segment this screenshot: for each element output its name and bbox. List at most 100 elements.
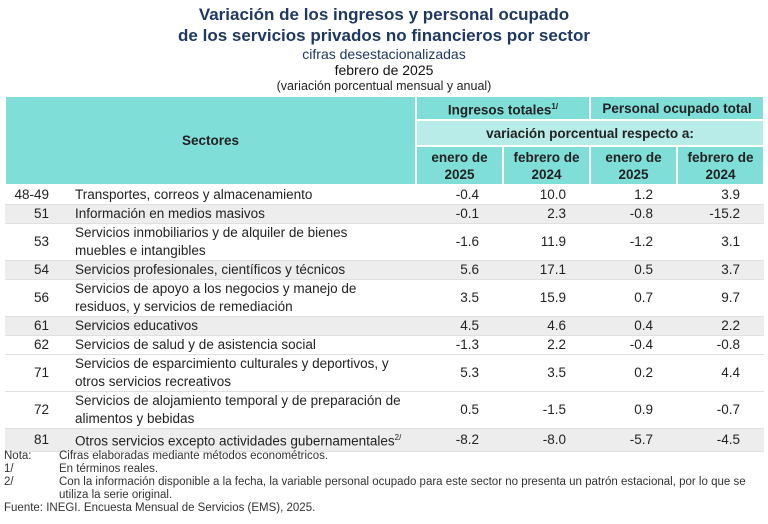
value-cell: 0.4 [590,316,677,336]
header-col: febrero de 2024 [502,145,591,186]
table-row: 54 Servicios profesionales, científicos y… [5,260,764,280]
sector-name-text: Servicios de apoyo a los negocios y mane… [75,281,357,314]
value-cell: -0.4 [416,185,503,205]
value-cell: -15.2 [677,204,764,224]
value-cell: -1.3 [416,335,503,355]
sector-name-text: Servicios profesionales, científicos y t… [75,262,346,277]
table-row: 61 Servicios educativos 4.5 4.6 0.4 2.2 [5,316,764,336]
value-cell: 3.1 [677,223,764,261]
subtitle: cifras desestacionalizadas [302,46,466,62]
header-personal: Personal ocupado total [589,95,765,121]
value-cell: 2.3 [503,204,590,224]
sector-name: Servicios profesionales, científicos y t… [71,260,416,280]
sector-code: 54 [5,260,71,280]
sector-name-text: Información en medios masivos [75,206,265,221]
value-cell: 4.6 [503,316,590,336]
note: 2/Con la información disponible a la fec… [4,476,768,502]
notes: Nota: Cifras elaboradas mediante métodos … [4,450,768,515]
footnote-ref: 2/ [394,433,402,442]
value-cell: -4.5 [677,428,764,452]
value-cell: 9.7 [677,279,764,317]
units: (variación porcentual mensual y anual) [276,79,492,93]
value-cell: 3.7 [677,260,764,280]
footnote-ref: 1/ [551,101,559,111]
sector-code: 51 [5,204,71,224]
table-row: 81 Otros servicios excepto actividades gu… [5,428,764,452]
value-cell: -8.0 [503,428,590,452]
sector-name-text: Servicios de alojamiento temporal y de p… [75,393,401,426]
header-variacion: variación porcentual respecto a: [415,119,765,147]
table-row: 48-49 Transportes, correos y almacenamien… [5,185,764,205]
sector-code: 62 [5,335,71,355]
sector-name-text: Servicios de salud y de asistencia socia… [75,337,316,352]
title-line1: Variación de los ingresos y personal ocu… [198,5,570,24]
sector-name-text: Transportes, correos y almacenamiento [75,187,313,202]
sector-name: Servicios de alojamiento temporal y de p… [71,391,416,429]
sector-code: 81 [5,428,71,452]
value-cell: 1.2 [590,185,677,205]
sector-name: Servicios de salud y de asistencia socia… [71,335,416,355]
sector-code: 53 [5,223,71,261]
value-cell: 2.2 [503,335,590,355]
value-cell: -8.2 [416,428,503,452]
data-table: Sectores Ingresos totales1/ Personal ocu… [4,95,765,452]
header-col: febrero de 2024 [676,145,765,186]
sector-name: Servicios de apoyo a los negocios y mane… [71,279,416,317]
value-cell: 5.3 [416,354,503,392]
table-row: 56 Servicios de apoyo a los negocios y ma… [5,279,764,317]
value-cell: 0.2 [590,354,677,392]
sector-code: 48-49 [5,185,71,205]
value-cell: 0.5 [416,391,503,429]
header-sectores: Sectores [4,95,417,186]
value-cell: -0.8 [590,204,677,224]
value-cell: 3.5 [416,279,503,317]
source: Fuente: INEGI. Encuesta Mensual de Servi… [4,502,316,514]
value-cell: 5.6 [416,260,503,280]
value-cell: 3.9 [677,185,764,205]
sector-name: Información en medios masivos [71,204,416,224]
note-key: 1/ [4,463,14,475]
value-cell: 10.0 [503,185,590,205]
value-cell: -0.7 [677,391,764,429]
value-cell: -0.1 [416,204,503,224]
note-key: 2/ [4,476,14,488]
note: Nota: Cifras elaboradas mediante métodos … [4,450,768,463]
value-cell: -1.2 [590,223,677,261]
sector-code: 61 [5,316,71,336]
sector-name: Transportes, correos y almacenamiento [71,185,416,205]
header-ingresos-label: Ingresos totales [447,102,552,118]
table-row: 72 Servicios de alojamiento temporal y de… [5,391,764,429]
sector-name-text: Servicios de esparcimiento culturales y … [75,356,389,389]
note-key: Nota: [4,450,32,462]
sector-name-text: Servicios inmobiliarios y de alquiler de… [75,225,348,258]
value-cell: -0.4 [590,335,677,355]
sector-code: 71 [5,354,71,392]
sector-name: Servicios de esparcimiento culturales y … [71,354,416,392]
value-cell: -5.7 [590,428,677,452]
sector-name-text: Servicios educativos [75,318,199,333]
note-text: Cifras elaboradas mediante métodos econo… [59,450,329,462]
sector-name: Servicios inmobiliarios y de alquiler de… [71,223,416,261]
value-cell: 0.9 [590,391,677,429]
period: febrero de 2025 [334,62,434,78]
value-cell: -1.6 [416,223,503,261]
value-cell: 4.4 [677,354,764,392]
value-cell: -0.8 [677,335,764,355]
sector-name: Otros servicios excepto actividades gube… [71,428,416,452]
header-col: enero de 2025 [415,145,504,186]
table-row: 62 Servicios de salud y de asistencia soc… [5,335,764,355]
value-cell: 17.1 [503,260,590,280]
sector-name-text: Otros servicios excepto actividades gube… [75,433,395,449]
value-cell: 0.7 [590,279,677,317]
note-text: Con la información disponible a la fecha… [59,476,746,501]
note: 1/En términos reales. [4,463,768,476]
sector-code: 72 [5,391,71,429]
value-cell: 11.9 [503,223,590,261]
value-cell: 4.5 [416,316,503,336]
value-cell: 2.2 [677,316,764,336]
sector-code: 56 [5,279,71,317]
table-row: 53 Servicios inmobiliarios y de alquiler … [5,223,764,261]
value-cell: -1.5 [503,391,590,429]
header-ingresos: Ingresos totales1/ [415,95,591,121]
value-cell: 3.5 [503,354,590,392]
